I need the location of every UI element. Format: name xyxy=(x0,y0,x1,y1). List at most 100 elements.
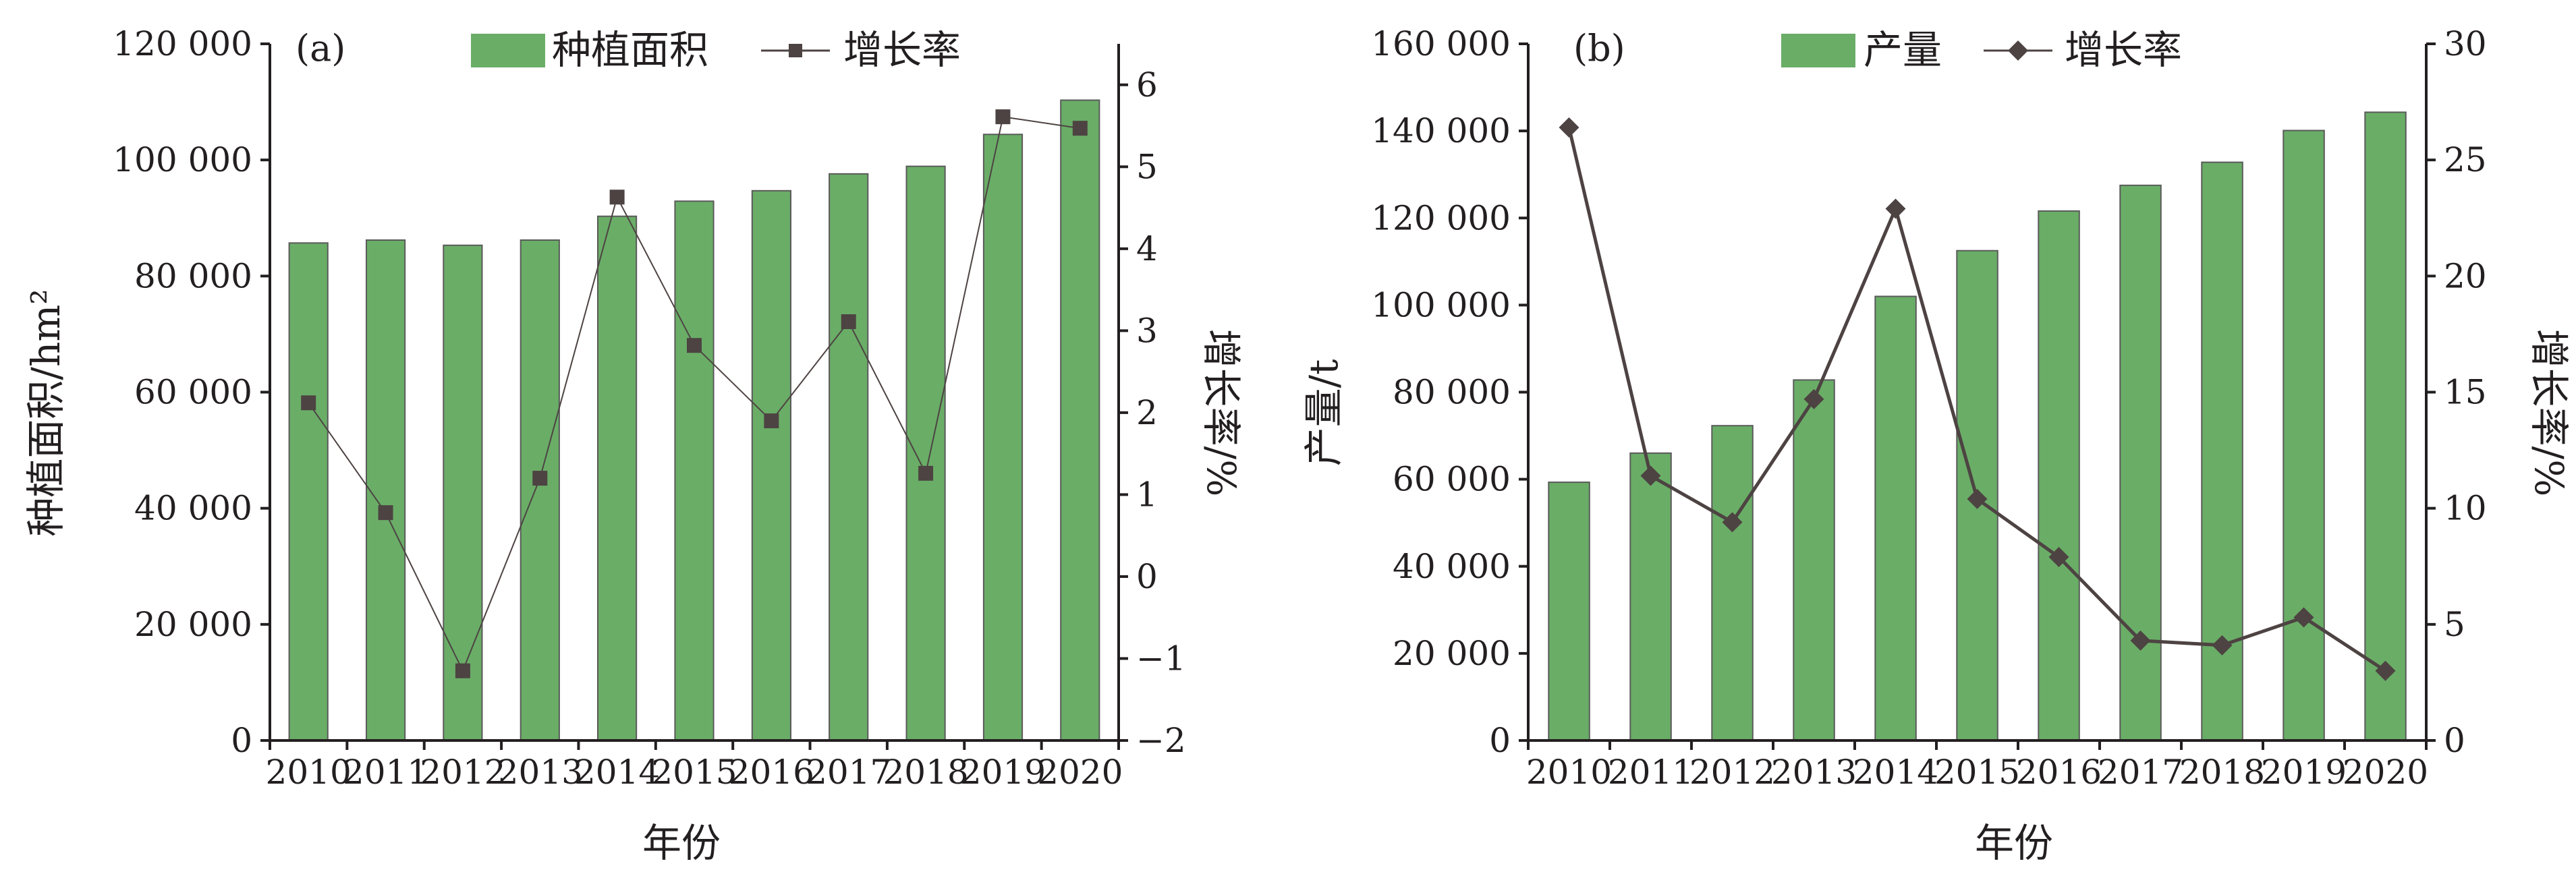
y-tick-label-right-b-5: 25 xyxy=(2444,140,2487,179)
panel-label-a: (a) xyxy=(296,27,345,69)
y-tick-label-left-a-1: 20 000 xyxy=(134,605,252,644)
x-tick-label-a-2020: 2020 xyxy=(1037,753,1123,792)
growth-point-a-2017 xyxy=(841,314,856,329)
y-tick-label-left-a-4: 80 000 xyxy=(134,256,252,295)
bar-a-2019 xyxy=(982,134,1024,742)
x-axis-title-a: 年份 xyxy=(642,820,721,866)
x-tick-label-a-2014: 2014 xyxy=(574,753,660,792)
growth-point-b-2015 xyxy=(1967,488,1988,509)
panel-a-area-chart: (a) 种植面积/hm² 增长率/% 年份 种植面积 增长率 020 00040… xyxy=(23,24,1244,866)
legend-label-area: 种植面积 xyxy=(552,27,708,73)
y-tick-label-left-a-5: 100 000 xyxy=(113,140,252,179)
growth-point-a-2013 xyxy=(532,471,548,486)
y-tick-label-right-b-0: 0 xyxy=(2444,721,2465,760)
bar-b-2013 xyxy=(1793,379,1835,741)
growth-point-a-2010 xyxy=(301,395,316,411)
bar-b-2019 xyxy=(2283,129,2325,741)
y-tick-label-right-b-2: 10 xyxy=(2444,489,2487,528)
y-tick-label-left-a-3: 60 000 xyxy=(134,373,252,412)
y-tick-label-left-b-1: 20 000 xyxy=(1393,634,1511,673)
y-tick-label-left-a-2: 40 000 xyxy=(134,489,252,528)
y-tick-label-left-b-7: 140 000 xyxy=(1371,111,1511,150)
x-tick-label-a-2018: 2018 xyxy=(883,753,968,792)
y-tick-label-right-a-6: 4 xyxy=(1136,229,1158,268)
growth-point-b-2018 xyxy=(2212,635,2233,656)
x-tick-label-b-2016: 2016 xyxy=(2016,753,2102,792)
x-tick-label-b-2017: 2017 xyxy=(2098,753,2183,792)
legend-label-growth-a: 增长率 xyxy=(843,27,961,73)
bar-b-2016 xyxy=(2038,210,2080,741)
growth-point-b-2019 xyxy=(2293,607,2314,628)
bar-b-2014 xyxy=(1874,295,1917,741)
y-tick-label-right-a-0: −2 xyxy=(1136,721,1186,760)
bar-b-2017 xyxy=(2119,184,2162,741)
x-tick-label-a-2012: 2012 xyxy=(420,753,505,792)
y-tick-label-right-a-7: 5 xyxy=(1136,147,1158,186)
legend-marker-diamond xyxy=(2008,40,2028,61)
y-tick-label-left-b-5: 100 000 xyxy=(1371,285,1511,324)
bar-a-2013 xyxy=(520,239,560,741)
bar-a-2011 xyxy=(366,239,406,741)
y-tick-label-right-a-3: 1 xyxy=(1136,475,1158,514)
y-tick-label-left-b-8: 160 000 xyxy=(1371,24,1511,63)
y-tick-label-left-b-0: 0 xyxy=(1489,721,1511,760)
panel-label-b: (b) xyxy=(1573,27,1625,69)
x-tick-label-b-2015: 2015 xyxy=(1934,753,2020,792)
bar-a-2016 xyxy=(751,190,792,741)
y-tick-label-right-b-4: 20 xyxy=(2444,256,2487,295)
y-tick-label-right-a-8: 6 xyxy=(1136,65,1158,105)
growth-point-a-2016 xyxy=(764,413,779,429)
x-tick-label-a-2019: 2019 xyxy=(960,753,1046,792)
x-tick-label-a-2016: 2016 xyxy=(729,753,814,792)
growth-point-a-2012 xyxy=(455,663,470,678)
y-axis-title-right-b: 增长率/% xyxy=(2526,329,2572,497)
bar-b-2011 xyxy=(1629,452,1672,742)
growth-point-a-2014 xyxy=(609,190,625,205)
growth-point-b-2013 xyxy=(1803,388,1824,409)
y-axis-title-right-a: 增长率/% xyxy=(1198,329,1244,497)
x-axis-title-b: 年份 xyxy=(1975,820,2053,866)
bar-a-2015 xyxy=(674,200,715,741)
legend-label-yield: 产量 xyxy=(1864,27,1942,73)
x-tick-label-b-2020: 2020 xyxy=(2343,753,2428,792)
x-tick-label-b-2010: 2010 xyxy=(1526,753,1612,792)
y-tick-label-right-b-6: 30 xyxy=(2444,24,2487,63)
growth-point-a-2015 xyxy=(687,338,702,353)
x-tick-label-a-2010: 2010 xyxy=(266,753,352,792)
y-axis-title-left-b: 产量/t xyxy=(1301,359,1347,467)
y-tick-label-left-a-6: 120 000 xyxy=(113,24,252,63)
bar-a-2018 xyxy=(905,165,946,742)
growth-point-b-2020 xyxy=(2375,660,2396,681)
bar-b-2012 xyxy=(1711,425,1754,741)
x-tick-label-b-2014: 2014 xyxy=(1853,753,1938,792)
growth-point-a-2011 xyxy=(378,505,393,521)
y-tick-label-left-b-4: 80 000 xyxy=(1393,373,1511,412)
x-tick-label-a-2011: 2011 xyxy=(343,753,428,792)
bar-a-2020 xyxy=(1060,99,1100,741)
bar-a-2017 xyxy=(829,173,869,741)
x-tick-label-b-2019: 2019 xyxy=(2261,753,2347,792)
legend-label-growth-b: 增长率 xyxy=(2065,27,2182,73)
x-tick-label-a-2015: 2015 xyxy=(651,753,737,792)
growth-point-a-2020 xyxy=(1072,121,1088,136)
y-tick-label-right-a-1: −1 xyxy=(1136,639,1186,678)
growth-point-b-2012 xyxy=(1722,512,1743,533)
growth-point-b-2011 xyxy=(1640,465,1661,486)
y-axis-title-left-a: 种植面积/hm² xyxy=(23,289,69,536)
y-tick-label-right-b-3: 15 xyxy=(2444,373,2487,412)
x-tick-label-b-2011: 2011 xyxy=(1608,753,1693,792)
bar-b-2020 xyxy=(2364,111,2407,741)
growth-point-b-2010 xyxy=(1559,117,1579,138)
growth-point-b-2017 xyxy=(2130,630,2151,651)
x-tick-label-b-2013: 2013 xyxy=(1771,753,1857,792)
growth-point-b-2014 xyxy=(1885,198,1906,219)
legend-b: 产量 增长率 xyxy=(1781,27,2182,73)
legend-swatch-area xyxy=(471,34,545,67)
growth-point-a-2018 xyxy=(918,465,934,481)
legend-swatch-yield xyxy=(1781,34,1855,67)
panel-b-yield-chart: (b) 产量/t 增长率/% 年份 产量 增长率 0 20 000 40 000 60… xyxy=(1301,24,2572,866)
y-tick-label-left-b-6: 120 000 xyxy=(1371,198,1511,237)
growth-point-b-2016 xyxy=(2048,546,2069,567)
y-tick-label-left-b-3: 60 000 xyxy=(1393,460,1511,499)
